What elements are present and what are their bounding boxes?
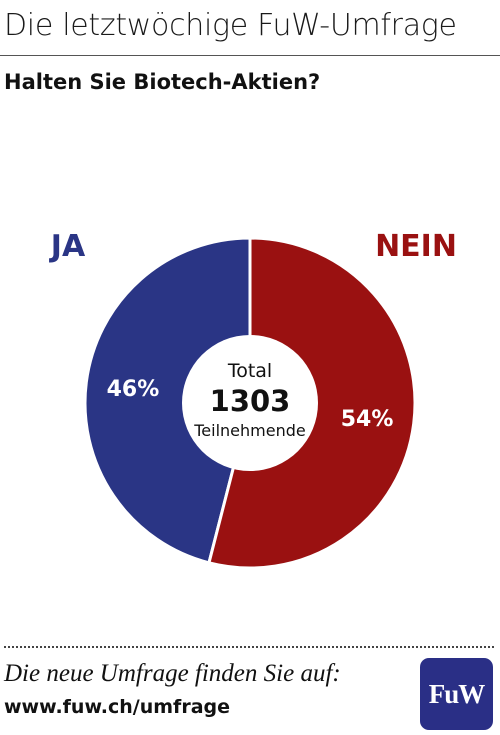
- slice-ja: [83, 236, 252, 565]
- page-title: Die letztwöchige FuW-Umfrage: [4, 8, 457, 43]
- footer-divider: [4, 646, 494, 648]
- center-total-unit: Teilnehmende: [193, 421, 305, 440]
- donut-chart: 46% 54% JA NEIN Total 1303 Teilnehmende: [49, 229, 457, 570]
- value-label-nein: 54%: [341, 407, 394, 432]
- category-label-nein: NEIN: [375, 229, 457, 264]
- fuw-logo: FuW: [420, 658, 493, 730]
- center-total-count: 1303: [210, 384, 291, 418]
- center-total-label: Total: [227, 360, 272, 382]
- header-divider: [0, 55, 500, 56]
- center-hole: [182, 335, 318, 471]
- footer-text: Die neue Umfrage finden Sie auf:: [4, 660, 341, 687]
- value-label-ja: 46%: [107, 377, 160, 402]
- footer-url-link[interactable]: www.fuw.ch/umfrage: [4, 696, 231, 718]
- fuw-logo-text: FuW: [428, 678, 486, 709]
- category-label-ja: JA: [49, 229, 86, 264]
- survey-question: Halten Sie Biotech-Aktien?: [4, 70, 321, 94]
